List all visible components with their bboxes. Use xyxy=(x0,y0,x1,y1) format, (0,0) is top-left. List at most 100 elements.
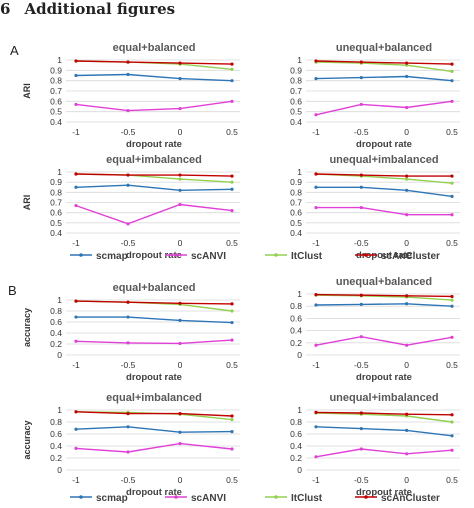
chart-6-ytick-label: 0.8 xyxy=(290,301,302,311)
chart-6-series-scanvi-point xyxy=(405,343,409,347)
chart-6-xtick-label: -1 xyxy=(312,360,320,370)
chart-2-series-scmap-point xyxy=(359,75,363,80)
chart-6-series-scanvi-line xyxy=(315,335,453,346)
chart-4-ytick-label: 0.9 xyxy=(290,177,302,187)
chart-7-series-scancluster-point xyxy=(178,412,182,416)
legend-scancluster-label-1: scAnCluster xyxy=(381,251,440,262)
chart-3-series-scancluster-point xyxy=(230,174,234,178)
chart-6-xtick-label: 0 xyxy=(404,360,409,370)
chart-3-series-scmap-point xyxy=(126,183,130,187)
chart-4-series-scmap-line xyxy=(316,186,453,198)
chart-5-ylabel: accuracy xyxy=(22,308,32,347)
chart-8-series-scancluster-point xyxy=(314,410,318,414)
chart-4-title: unequal+imbalanced xyxy=(329,154,438,166)
chart-8-series-scanvi-point xyxy=(450,448,454,452)
chart-6-ytick-label: 0.2 xyxy=(290,338,302,348)
section-number: 6 xyxy=(0,0,11,18)
chart-6-series-itclust-point xyxy=(450,298,454,302)
chart-8-series-scanvi-point xyxy=(405,452,409,456)
chart-5-xtick-label: -1 xyxy=(72,360,80,370)
legend-scmap-marker-1 xyxy=(79,253,83,257)
chart-3-ytick-label: 0.7 xyxy=(50,198,62,208)
chart-8-series-scanvi-point xyxy=(359,447,363,451)
chart-1-ylabel: ARI xyxy=(22,83,32,99)
chart-4-series-scmap-point xyxy=(405,188,409,192)
chart-3-series-scancluster-point xyxy=(126,173,130,177)
chart-1-ytick-label: 0.8 xyxy=(50,76,62,86)
section-heading: 6 Additional figures xyxy=(0,0,175,18)
legend-scanvi-marker-2 xyxy=(174,495,178,499)
chart-8-series-scancluster-point xyxy=(359,411,363,415)
chart-7-series-scancluster-point xyxy=(230,414,234,418)
chart-6-series-scancluster-point xyxy=(405,294,409,298)
chart-7-series-itclust-point xyxy=(230,418,234,422)
chart-4-series-scanvi-point xyxy=(359,205,363,210)
chart-4-series-scmap-point xyxy=(450,194,454,198)
chart-6-title: unequal+balanced xyxy=(336,276,432,288)
chart-5-ytick-label: 0.6 xyxy=(50,317,62,327)
chart-2-xtick-label: 0 xyxy=(404,127,409,137)
chart-7-title: equal+imbalanced xyxy=(106,392,202,404)
chart-7-series-scmap-point xyxy=(230,430,234,434)
chart-5-series-scanvi-point xyxy=(126,341,130,345)
chart-3-series-itclust-point xyxy=(230,180,234,184)
chart-6-series-scancluster-point xyxy=(314,293,318,297)
chart-2-title: unequal+balanced xyxy=(336,42,432,54)
chart-1-series-scancluster-point xyxy=(230,62,234,66)
chart-5-ytick-label: 1 xyxy=(57,295,62,305)
chart-5-series-scmap-line xyxy=(76,316,233,324)
chart-4-series-scancluster-point xyxy=(450,174,454,178)
chart-4-series-scanvi-point xyxy=(450,213,454,217)
chart-4-ytick-label: 0.7 xyxy=(290,198,302,208)
chart-5-xtick-label: 0.5 xyxy=(226,360,238,370)
chart-7-series-scmap-point xyxy=(126,425,130,429)
chart-6-xtick-label: -0.5 xyxy=(354,360,369,370)
chart-4-series-scmap-point xyxy=(359,185,363,189)
chart-4-xlabel: dropout rate xyxy=(356,250,412,261)
chart-2-ytick-label: 0.5 xyxy=(290,107,302,117)
chart-3-series-scmap-point xyxy=(230,187,234,191)
chart-6-series-scancluster-point xyxy=(450,294,454,299)
chart-7-series-scmap-point xyxy=(74,427,78,431)
chart-8-series-scanvi-line xyxy=(315,448,453,458)
chart-8-series-scancluster-point xyxy=(405,412,409,416)
chart-6-series-scmap-point xyxy=(359,302,363,306)
chart-1-xtick-label: -1 xyxy=(72,127,80,137)
legend-scmap-marker-2 xyxy=(79,495,83,499)
chart-4-ytick-label: 0.5 xyxy=(290,218,302,228)
chart-7-ytick-label: 0.4 xyxy=(50,441,62,451)
chart-8-series-scmap-point xyxy=(359,427,363,431)
chart-7-series-scancluster-point xyxy=(74,410,78,414)
chart-2-series-scanvi-point xyxy=(405,105,409,110)
chart-8-series-scmap-line xyxy=(315,426,453,437)
chart-4-series-scancluster-point xyxy=(314,172,318,176)
chart-5-series-scancluster-point xyxy=(230,302,234,306)
chart-4-ytick-label: 0.4 xyxy=(290,228,302,238)
chart-3-title: equal+imbalanced xyxy=(106,154,202,166)
chart-2-ytick-label: 1 xyxy=(297,55,302,65)
chart-2-xtick-label: 0.5 xyxy=(446,127,458,137)
chart-3-xtick-label: -1 xyxy=(72,238,80,248)
chart-8-series-scmap-point xyxy=(450,434,454,438)
chart-4-series-scanvi-line xyxy=(316,206,452,216)
chart-8-series-scanvi-point xyxy=(314,455,318,459)
chart-8-xtick-label: 0.5 xyxy=(446,475,458,485)
chart-6-series-scanvi-point xyxy=(314,343,318,347)
chart-7-ytick-label: 1 xyxy=(57,405,62,415)
chart-3-ytick-label: 0.8 xyxy=(50,187,62,197)
chart-2-series-scancluster-point xyxy=(314,59,318,63)
chart-8-series-itclust-line xyxy=(315,412,453,423)
chart-8-ytick-label: 0.6 xyxy=(290,429,302,439)
legend-itclust-marker-1 xyxy=(274,253,278,257)
chart-1-series-scancluster-line xyxy=(75,60,233,65)
chart-1-ytick-label: 0.6 xyxy=(50,96,62,106)
chart-3-ytick-label: 0.5 xyxy=(50,218,62,228)
legend-itclust-label-1: ItClust xyxy=(291,251,323,262)
chart-1-series-scanvi-point xyxy=(230,99,234,103)
chart-3-ytick-label: 0.4 xyxy=(50,228,62,238)
legend-scmap-label-1: scmap xyxy=(96,251,128,262)
legend-scmap-label-2: scmap xyxy=(96,493,128,504)
chart-2-series-scancluster-line xyxy=(315,60,453,65)
chart-5-series-scancluster-point xyxy=(126,300,130,304)
chart-1-xlabel: dropout rate xyxy=(126,139,182,150)
